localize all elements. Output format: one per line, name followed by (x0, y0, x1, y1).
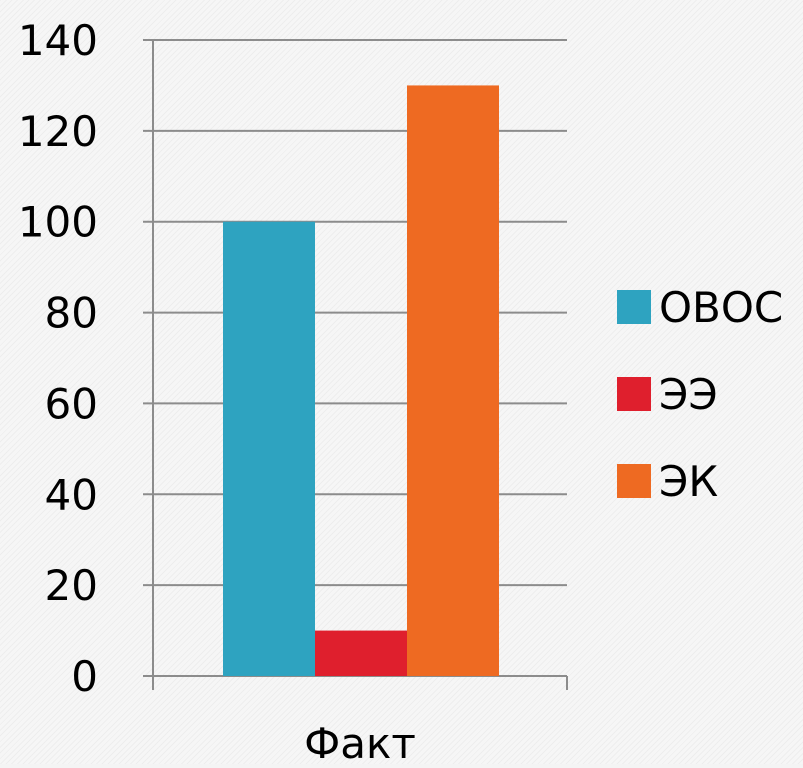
axes (152, 40, 568, 690)
y-tick-label: 40 (45, 470, 98, 519)
y-tick-labels: 0 20 40 60 80 100 120 140 (18, 16, 98, 701)
legend-swatch-ЭК (617, 464, 651, 498)
y-tick-label: 20 (45, 561, 98, 610)
y-tick-label: 120 (18, 107, 98, 156)
legend-swatch-ЭЭ (617, 377, 651, 411)
legend-label: ЭЭ (659, 370, 718, 419)
y-tick-label: 60 (45, 379, 98, 428)
legend: ОВОС ЭЭ ЭК (617, 283, 783, 506)
legend-label: ЭК (659, 457, 718, 506)
x-tick-labels: Факт (304, 719, 416, 768)
bar-ОВОС (223, 221, 315, 676)
x-tick-label: Факт (304, 719, 416, 764)
legend-swatch-ОВОС (617, 290, 651, 324)
legend-label: ОВОС (659, 283, 783, 332)
bar-ЭЭ (315, 630, 407, 676)
bar-ЭК (407, 85, 499, 676)
bars (223, 85, 499, 676)
y-tick-label: 0 (71, 652, 98, 701)
y-tick-label: 100 (18, 198, 98, 247)
y-tick-label: 80 (45, 289, 98, 338)
y-tick-label: 140 (18, 16, 98, 65)
grid-lines (143, 39, 567, 677)
